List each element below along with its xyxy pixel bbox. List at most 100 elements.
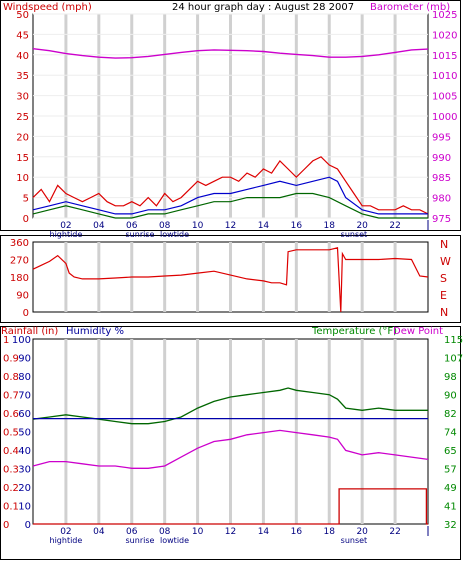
- series-baro: [32, 48, 429, 59]
- humidity-tick-label: 50: [18, 428, 31, 439]
- temp-tick-label: 41: [444, 502, 457, 513]
- baro-tick-label: 1000: [432, 112, 457, 123]
- humidity-tick-label: 100: [12, 335, 31, 346]
- humidity-tick-label: 90: [18, 354, 31, 365]
- baro-tick-label: 1025: [432, 10, 457, 21]
- hour-tick-label: 02: [60, 527, 71, 537]
- humidity-tick-label: 80: [18, 372, 31, 383]
- humidity-tick-label: 60: [18, 409, 31, 420]
- event-label: lowtide: [160, 230, 189, 239]
- series-rainfall: [33, 488, 428, 525]
- hour-tick-label: 14: [258, 527, 270, 537]
- temp-axis-title: Temperature (°F): [311, 326, 397, 337]
- baro-tick-label: 990: [432, 153, 451, 164]
- baro-tick-label: 1005: [432, 92, 457, 103]
- hour-tick-label: 18: [324, 527, 336, 537]
- rain-tick-label: 0.8: [3, 372, 19, 383]
- rain-tick-label: 0.1: [3, 502, 19, 513]
- direction-tick-label: 360: [10, 238, 29, 249]
- humidity-tick-label: 20: [18, 483, 31, 494]
- grid-lines: [33, 13, 428, 524]
- wind-tick-label: 40: [16, 51, 29, 62]
- humidity-tick-label: 30: [18, 465, 31, 476]
- temp-tick-label: 49: [444, 483, 457, 494]
- humidity-tick-label: 0: [25, 520, 31, 531]
- humidity-axis-title: Humidity %: [66, 326, 124, 337]
- tick-labels: 0510152025303540455097598098599099510001…: [3, 10, 463, 545]
- rain-tick-label: 1: [3, 335, 9, 346]
- baro-tick-label: 975: [432, 214, 451, 225]
- wind-tick-label: 30: [16, 92, 29, 103]
- rain-tick-label: 0.6: [3, 409, 19, 420]
- compass-label: N: [440, 306, 448, 319]
- hour-tick-label: 18: [324, 221, 336, 231]
- temp-tick-label: 82: [444, 409, 457, 420]
- event-label: sunrise: [126, 230, 155, 239]
- baro-axis-title: Barometer (mb): [370, 2, 450, 13]
- temp-tick-label: 32: [444, 520, 457, 531]
- wind-tick-label: 50: [16, 10, 29, 21]
- hour-tick-label: 04: [93, 527, 105, 537]
- baro-tick-label: 1020: [432, 30, 457, 41]
- wind-tick-label: 15: [16, 153, 29, 164]
- wind-axis-title: Windspeed (mph): [3, 2, 92, 13]
- series-layer: [32, 48, 429, 525]
- compass-label: S: [440, 272, 447, 285]
- event-label: sunset: [341, 536, 368, 545]
- hour-tick-label: 02: [60, 221, 71, 231]
- rain-tick-label: 0.9: [3, 354, 19, 365]
- hour-tick-label: 08: [159, 221, 171, 231]
- temp-tick-label: 74: [444, 428, 457, 439]
- hour-tick-label: 10: [192, 527, 204, 537]
- direction-tick-label: 270: [10, 256, 29, 267]
- series-dew-point: [32, 429, 429, 469]
- rain-tick-label: 0: [3, 520, 9, 531]
- wind-tick-label: 5: [23, 194, 29, 205]
- series-avg: [32, 176, 428, 215]
- humidity-tick-label: 40: [18, 446, 31, 457]
- rain-tick-label: 0.4: [3, 446, 19, 457]
- event-label: hightide: [50, 536, 83, 545]
- hour-tick-label: 08: [159, 527, 171, 537]
- hour-tick-label: 12: [225, 221, 236, 231]
- temp-tick-label: 115: [444, 335, 463, 346]
- hour-tick-label: 20: [356, 527, 368, 537]
- rain-tick-label: 0.5: [3, 428, 19, 439]
- event-label: sunset: [341, 230, 368, 239]
- direction-tick-label: 180: [10, 273, 29, 284]
- rain-tick-label: 0.2: [3, 483, 19, 494]
- humidity-tick-label: 10: [18, 502, 31, 513]
- humidity-tick-label: 70: [18, 391, 31, 402]
- hour-tick-label: 14: [258, 221, 270, 231]
- rain-axis-title: Rainfall (in): [1, 326, 58, 337]
- baro-tick-label: 995: [432, 132, 451, 143]
- direction-tick-label: 0: [23, 308, 29, 319]
- hour-tick-label: 06: [126, 221, 138, 231]
- hour-tick-label: 04: [93, 221, 105, 231]
- hour-tick-label: 22: [389, 221, 400, 231]
- compass-label: W: [440, 255, 451, 268]
- event-label: lowtide: [160, 536, 189, 545]
- chart-title: 24 hour graph day : August 28 2007: [172, 2, 354, 13]
- hour-tick-label: 10: [192, 221, 204, 231]
- hour-tick-label: 06: [126, 527, 138, 537]
- rain-tick-label: 0.3: [3, 465, 19, 476]
- wind-tick-label: 10: [16, 173, 29, 184]
- temp-tick-label: 90: [444, 391, 457, 402]
- temp-tick-label: 57: [444, 465, 457, 476]
- wind-tick-label: 25: [16, 112, 29, 123]
- hour-tick-label: 16: [291, 221, 303, 231]
- hour-tick-label: 20: [356, 221, 368, 231]
- event-label: hightide: [50, 230, 83, 239]
- baro-tick-label: 985: [432, 173, 451, 184]
- temp-tick-label: 65: [444, 446, 457, 457]
- wind-tick-label: 45: [16, 30, 29, 41]
- series-low: [32, 192, 428, 219]
- compass-label: N: [440, 238, 448, 251]
- event-label: sunrise: [126, 536, 155, 545]
- baro-tick-label: 1010: [432, 71, 457, 82]
- baro-tick-label: 1015: [432, 51, 457, 62]
- temp-tick-label: 98: [444, 372, 457, 383]
